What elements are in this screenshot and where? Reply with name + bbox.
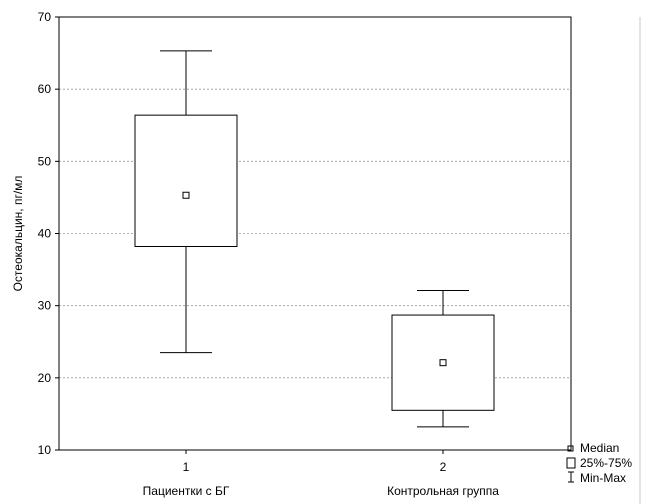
x-tick-label: 1 bbox=[183, 460, 190, 474]
box-group-2 bbox=[391, 290, 495, 428]
legend-minmax-label: Min-Max bbox=[580, 471, 626, 485]
y-tick-label: 30 bbox=[38, 299, 52, 313]
category-name-label: Пациентки с БГ bbox=[143, 484, 230, 498]
y-tick-label: 20 bbox=[38, 371, 52, 385]
y-tick-label: 10 bbox=[38, 443, 52, 457]
legend: Median 25%-75% Min-Max bbox=[566, 441, 632, 485]
box-group-1 bbox=[134, 50, 238, 354]
legend-quartile-label: 25%-75% bbox=[580, 456, 632, 470]
boxes bbox=[134, 50, 495, 428]
x-tick-label: 2 bbox=[440, 460, 447, 474]
x-axis: 1 Пациентки с БГ 2 Контрольная группа bbox=[143, 450, 499, 498]
y-axis-title: Остеокальцин, пг/мл bbox=[11, 176, 25, 292]
y-axis: 10 20 30 40 50 60 70 bbox=[38, 10, 59, 457]
median-marker bbox=[182, 191, 190, 199]
y-tick-label: 70 bbox=[38, 10, 52, 24]
legend-median-label: Median bbox=[580, 441, 619, 455]
y-tick-label: 60 bbox=[38, 82, 52, 96]
y-tick-label: 50 bbox=[38, 154, 52, 168]
legend-median-icon bbox=[567, 445, 574, 452]
legend-quartile-icon bbox=[566, 457, 576, 469]
y-tick-label: 40 bbox=[38, 227, 52, 241]
category-name-label: Контрольная группа bbox=[387, 484, 499, 498]
iqr-box bbox=[134, 114, 238, 247]
median-marker bbox=[439, 359, 447, 367]
legend-minmax-icon bbox=[568, 471, 574, 483]
